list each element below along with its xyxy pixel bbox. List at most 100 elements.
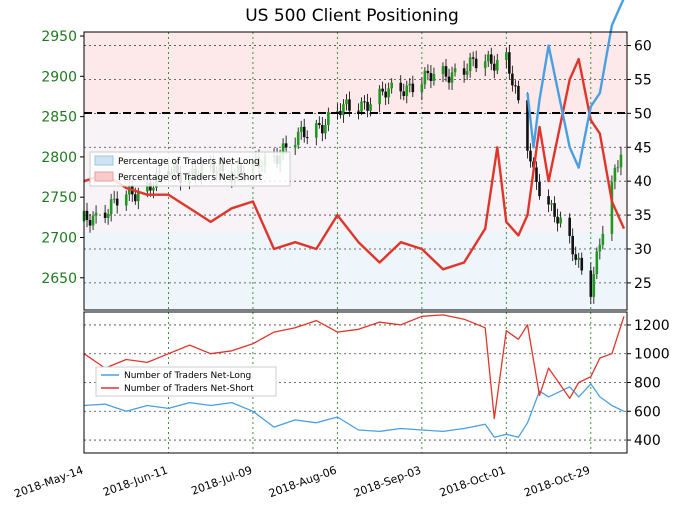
candle-body [474,58,478,69]
candle-body [450,72,454,83]
candle-body [592,274,596,297]
candle-body [146,182,149,192]
candle-body [589,270,593,297]
candle-body [384,91,387,98]
candle-body [369,104,372,111]
candle-body [381,88,384,92]
top-panel-bg-long [84,232,627,310]
y-tick-label: 50 [634,106,652,122]
candle-body [342,104,345,116]
percentage-lines [83,0,626,271]
chart-title: US 500 Client Positioning [245,6,459,26]
top-panel: 2650 2700 2750 2800 2850 2900 2950 25 30 35 40 45 5… [41,0,652,311]
candle-body [149,182,152,191]
legend-label-count-short: Number of Traders Net-Short [124,384,254,394]
y-tick-label: 40 [634,174,652,190]
candle-body [483,61,487,69]
candle-body [106,214,110,218]
percentage-axis: 25 30 35 40 45 50 55 60 [627,39,652,292]
x-tick-label: 2018-Oct-29 [522,464,592,500]
candle-body [489,54,493,64]
candle-body [296,131,300,145]
candle-body [284,143,288,148]
candle-body [378,88,381,105]
count-tick-label: 1200 [634,318,670,334]
net-long-percentage-line [526,0,625,169]
candle-body [535,167,538,182]
y-tick-label: 35 [634,208,652,224]
candle-body [559,217,562,224]
x-tick-label: 2018-Jul-09 [190,464,254,498]
candle-body [571,235,574,255]
candle-body [568,217,571,236]
candle-body [420,84,424,93]
candle-body [124,194,128,206]
candle-body [495,60,499,71]
count-tick-label: 600 [634,404,661,420]
candle-body [508,52,511,74]
candle-body [610,182,614,234]
legend-label-net-short: Percentage of Traders Net-Short [118,173,263,183]
candle-body [336,110,339,112]
net-long-count-line [83,383,625,438]
x-tick-label: 2018-Oct-01 [438,464,508,500]
date-axis: 2018-May-14 2018-Jun-11 2018-Jul-09 2018-Au… [12,464,591,501]
candle-body [281,143,285,155]
net-short-percentage-line [83,57,626,271]
candle-body [91,215,95,226]
candle-body [133,194,137,202]
candle-body [426,70,430,74]
x-tick-label: 2018-Sep-03 [352,464,423,500]
trader-count-lines [83,314,625,438]
candle-body [423,70,427,85]
candle-body [598,244,602,252]
candle-body [387,88,390,98]
price-tick-label: 2800 [41,150,77,166]
trader-count-axis: 400 600 800 1000 1200 [627,318,670,449]
x-tick-label: 2018-May-14 [12,464,85,501]
price-tick-label: 2650 [41,271,77,287]
candle-body [363,101,366,103]
candle-body [444,66,448,77]
y-tick-label: 55 [634,72,652,88]
bottom-panel: 400 600 800 1000 1200 Number of Traders Net-… [83,311,670,454]
candle-body [429,73,433,81]
candle-body [486,54,490,62]
candle-body [293,144,297,148]
candle-body [613,167,617,183]
candle-body [321,125,324,134]
price-tick-label: 2750 [41,190,77,206]
candle-body [85,210,89,221]
price-tick-label: 2900 [41,69,77,85]
legend-swatch-net-long [94,155,114,166]
candle-body [94,212,98,216]
x-tick-label: 2018-Jun-11 [101,464,169,499]
top-panel-frame [83,31,628,311]
candle-body [408,83,412,86]
bottom-legend: Number of Traders Net-Long Number of Tra… [95,366,277,397]
y-tick-label: 45 [634,140,652,156]
candle-body [619,154,623,168]
candle-body [616,167,620,169]
candle-body [601,233,605,245]
price-tick-label: 2950 [41,29,77,45]
legend-swatch-net-short [94,171,114,182]
price-tick-label: 2850 [41,110,77,126]
candle-body [547,196,550,205]
candle-body [468,57,472,72]
top-legend-box [89,151,291,187]
candle-body [526,100,529,151]
price-candles [82,44,623,305]
candle-body [453,68,457,73]
candle-body [511,73,514,86]
candle-body [595,251,599,275]
candle-body [152,187,155,191]
y-tick-label: 30 [634,242,652,258]
legend-label-count-long: Number of Traders Net-Long [124,371,251,381]
price-axis: 2650 2700 2750 2800 2850 2900 2950 [41,29,84,287]
candle-body [345,99,348,105]
candle-body [103,212,107,218]
candle-body [299,126,303,132]
candle-body [432,74,436,81]
candle-body [324,124,327,134]
